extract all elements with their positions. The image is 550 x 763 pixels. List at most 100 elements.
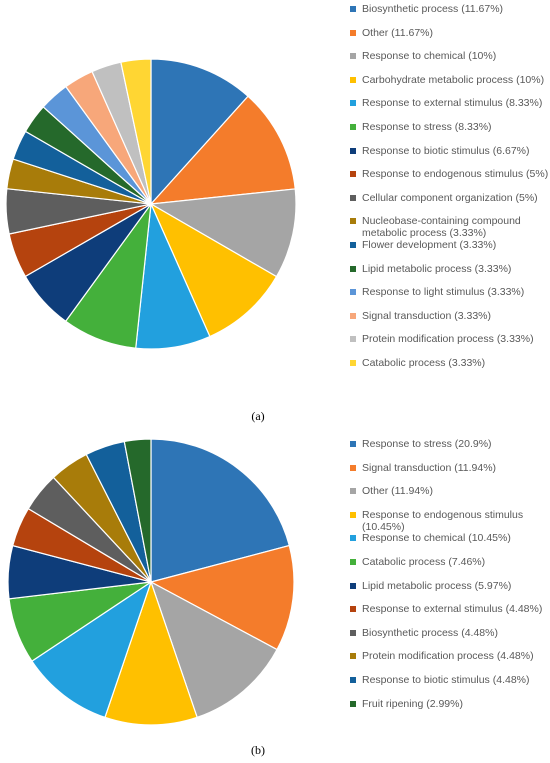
legend-item-b-11: Response to biotic stimulus (4.48%)	[350, 673, 542, 697]
legend-swatch	[350, 582, 356, 589]
legend-label: Nucleobase-containing compound metabolic …	[362, 215, 521, 240]
legend-swatch	[350, 123, 356, 130]
legend-item-a-12: Lipid metabolic process (3.33%)	[350, 262, 548, 286]
legend-swatch	[350, 171, 356, 178]
legend-item-a-6: Response to stress (8.33%)	[350, 120, 548, 144]
legend-label: Biosynthetic process (11.67%)	[362, 3, 504, 15]
legend-item-a-4: Carbohydrate metabolic process (10%)	[350, 73, 548, 97]
legend-label: Response to biotic stimulus (6.67%)	[362, 144, 530, 157]
legend-swatch	[350, 676, 356, 683]
legend-item-a-15: Protein modification process (3.33%)	[350, 332, 548, 356]
legend-item-b-1: Response to stress (20.9%)	[350, 437, 542, 461]
legend-item-b-5: Response to chemical (10.45%)	[350, 531, 542, 555]
legend-swatch	[350, 441, 356, 447]
legend-swatch	[350, 700, 356, 707]
legend-label: Protein modification process (4.48%)	[362, 650, 534, 663]
legend-swatch	[350, 147, 356, 154]
pie-slice-b-12	[123, 438, 152, 583]
legend-item-a-1: Biosynthetic process (11.67%)	[350, 2, 548, 26]
legend-item-b-8: Response to external stimulus (4.48%)	[350, 602, 542, 626]
panel-label-b: (b)	[251, 743, 265, 757]
legend-label: Lipid metabolic process (3.33%)	[362, 262, 512, 275]
pie-slice-a-2	[149, 95, 296, 205]
legend-item-b-3: Other (11.94%)	[350, 484, 542, 508]
legend-label: Response to stress (8.33%)	[362, 120, 492, 133]
legend-item-a-2: Other (11.67%)	[350, 26, 548, 50]
legend-swatch	[350, 76, 356, 83]
legend-b: Response to stress (20.9%) Signal transdu…	[350, 437, 542, 720]
legend-item-a-5: Response to external stimulus (8.33%)	[350, 96, 548, 120]
legend-swatch	[350, 606, 356, 613]
legend-swatch	[350, 488, 356, 495]
legend-swatch	[350, 241, 356, 248]
legend-swatch	[350, 53, 356, 60]
legend-item-a-3: Response to chemical (10%)	[350, 49, 548, 73]
legend-swatch	[350, 558, 356, 565]
legend-label: Fruit ripening (2.99%)	[362, 697, 463, 710]
legend-swatch	[350, 511, 356, 518]
legend-label: Catabolic process (7.46%)	[362, 555, 486, 568]
legend-label: Catabolic process (3.33%)	[362, 356, 486, 369]
legend-swatch	[350, 359, 356, 366]
legend-label: Other (11.67%)	[362, 26, 434, 39]
legend-label: Protein modification process (3.33%)	[362, 333, 534, 346]
legend-label: Lipid metabolic process (5.97%)	[362, 579, 512, 592]
pie-slice-b-5	[31, 580, 153, 719]
legend-label: Other (11.94%)	[362, 485, 434, 498]
legend-label: Response to stress (20.9%)	[362, 438, 492, 450]
legend-swatch	[350, 336, 356, 343]
pie-slice-b-1	[150, 438, 291, 583]
legend-swatch	[350, 289, 356, 296]
panel-a: Biosynthetic process (11.67%) Other (11.6…	[5, 2, 548, 423]
panel-b: Response to stress (20.9%) Signal transdu…	[0, 430, 550, 763]
legend-item-b-6: Catabolic process (7.46%)	[350, 555, 542, 579]
legend-label: Cellular component organization (5%)	[362, 191, 538, 204]
legend-swatch	[350, 100, 356, 107]
legend-label: Response to external stimulus (4.48%)	[362, 603, 543, 616]
legend-swatch	[350, 6, 356, 12]
legend-swatch	[350, 464, 356, 471]
panel-label-a: (a)	[251, 409, 265, 423]
pie-slice-b-3	[149, 580, 278, 719]
legend-label: Response to endogenous stimulus (10.45%)	[362, 508, 524, 533]
legend-swatch	[350, 535, 356, 542]
legend-item-a-16: Catabolic process (3.33%)	[350, 356, 548, 380]
legend-a: Biosynthetic process (11.67%) Other (11.6…	[350, 2, 548, 380]
pie-slice-a-16	[120, 58, 152, 205]
legend-label: Response to light stimulus (3.33%)	[362, 286, 525, 299]
legend-swatch	[350, 265, 356, 272]
legend-swatch	[350, 194, 356, 201]
legend-label: Response to endogenous stimulus (5%)	[362, 168, 549, 181]
legend-item-b-2: Signal transduction (11.94%)	[350, 461, 542, 485]
pie-slice-b-4	[104, 580, 198, 726]
legend-swatch	[350, 653, 356, 660]
legend-label: Carbohydrate metabolic process (10%)	[362, 73, 545, 86]
legend-item-a-7: Response to biotic stimulus (6.67%)	[350, 144, 548, 168]
legend-label: Response to external stimulus (8.33%)	[362, 97, 543, 110]
legend-item-a-8: Response to endogenous stimulus (5%)	[350, 167, 548, 191]
legend-label: Response to chemical (10%)	[362, 50, 497, 63]
legend-label: Flower development (3.33%)	[362, 238, 497, 251]
legend-item-a-13: Response to light stimulus (3.33%)	[350, 285, 548, 309]
pie-chart-b	[7, 438, 295, 726]
legend-swatch	[350, 629, 356, 636]
legend-item-a-14: Signal transduction (3.33%)	[350, 309, 548, 333]
legend-label: Response to chemical (10.45%)	[362, 532, 511, 545]
legend-item-a-10: Nucleobase-containing compound metabolic …	[350, 214, 548, 240]
pie-slice-a-1	[150, 58, 249, 206]
legend-swatch	[350, 312, 356, 319]
legend-item-b-7: Lipid metabolic process (5.97%)	[350, 579, 542, 603]
legend-item-b-9: Biosynthetic process (4.48%)	[350, 626, 542, 650]
legend-item-a-9: Cellular component organization (5%)	[350, 191, 548, 215]
pie-chart-a	[5, 58, 297, 350]
pie-slice-a-4	[149, 202, 278, 338]
pie-slice-a-3	[149, 188, 297, 278]
legend-label: Biosynthetic process (4.48%)	[362, 626, 498, 639]
legend-label: Signal transduction (11.94%)	[362, 461, 497, 474]
pie-slice-b-2	[149, 544, 295, 651]
legend-item-a-11: Flower development (3.33%)	[350, 238, 548, 262]
legend-swatch	[350, 29, 356, 36]
legend-swatch	[350, 218, 356, 225]
legend-item-b-12: Fruit ripening (2.99%)	[350, 697, 542, 721]
legend-item-b-4: Response to endogenous stimulus (10.45%)	[350, 508, 542, 533]
